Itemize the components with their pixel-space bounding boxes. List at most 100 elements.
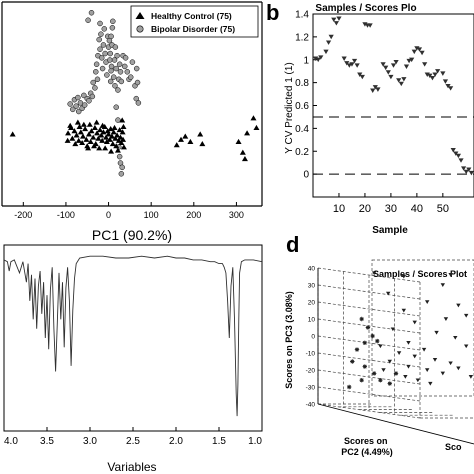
point-bipolar [135, 100, 142, 106]
point-bipolar [94, 76, 101, 83]
point-sample [380, 62, 386, 67]
point-healthy [93, 119, 100, 125]
point-healthy [77, 129, 84, 135]
point-3d [396, 351, 402, 355]
point-sample [325, 40, 332, 45]
point-healthy [118, 139, 125, 146]
point-healthy [99, 137, 106, 143]
point-bipolar [75, 108, 82, 115]
point-3d [412, 354, 417, 359]
point-3d [381, 368, 386, 372]
point-bipolar [97, 46, 103, 52]
point-healthy [114, 132, 121, 138]
point-healthy [105, 131, 112, 137]
panel-c-spectrum: 4.0 3.5 3.0 2.5 2.0 1.5 1.0 Variables [3, 244, 263, 474]
point-sample [435, 69, 441, 74]
y-tick-label-d: 30 [308, 283, 316, 290]
point-3d [390, 327, 396, 332]
point-sample [458, 158, 464, 163]
point-bipolar [119, 164, 125, 171]
point-sample [419, 50, 425, 56]
point-healthy [120, 123, 127, 129]
point-bipolar [117, 69, 124, 75]
point-healthy [253, 124, 260, 131]
point-bipolar [112, 82, 118, 89]
point-3d-star [365, 325, 371, 330]
spectrum-line [3, 255, 263, 417]
legend-marker-healthy [135, 12, 145, 19]
point-bipolar [104, 72, 110, 78]
point-healthy [113, 143, 120, 149]
point-sample [372, 85, 378, 90]
point-healthy [9, 131, 16, 137]
chart-title-d: Samples / Scores Plot [373, 269, 467, 279]
y-tick-label-d: -30 [306, 385, 316, 392]
point-sample [461, 166, 467, 171]
point-sample [468, 170, 474, 176]
point-bipolar [118, 171, 125, 177]
y-tick-label-b: 0.2 [295, 147, 309, 158]
point-bipolar [88, 9, 95, 16]
point-healthy [85, 131, 92, 137]
point-healthy [98, 132, 105, 138]
point-healthy [108, 148, 115, 154]
point-sample [333, 21, 339, 26]
point-healthy [65, 130, 72, 136]
y-axis-label-b: Y CV Predicted 1 (1) [284, 62, 295, 154]
point-healthy [64, 137, 71, 143]
point-sample [385, 70, 391, 75]
panel-a-pca-scatter: -200 -100 0 100 200 300 Healthy Control (75) … [1, 1, 263, 243]
x-tick-label-a: -100 [57, 210, 75, 220]
point-healthy [106, 136, 113, 142]
x-tick-label-c: 3.5 [40, 436, 54, 447]
point-3d [428, 381, 433, 386]
point-bipolar [108, 63, 115, 70]
x-tick-label-c: 2.0 [169, 436, 183, 447]
point-healthy [199, 141, 206, 147]
point-bipolar [93, 61, 100, 68]
point-3d [443, 317, 449, 321]
y-tick-label-b: 0.6 [295, 101, 309, 112]
y-tick-label-d: 0 [311, 334, 315, 341]
point-3d [432, 358, 438, 362]
point-3d [406, 364, 411, 369]
point-bipolar [98, 31, 104, 37]
point-sample [323, 49, 329, 55]
point-healthy [119, 117, 126, 123]
point-healthy [187, 138, 194, 144]
point-healthy [120, 144, 127, 150]
point-sample [432, 72, 438, 77]
point-healthy [82, 125, 89, 132]
x-tick-label-b: 30 [385, 203, 397, 215]
point-sample [442, 79, 449, 84]
point-3d-star [362, 364, 367, 369]
point-3d [434, 330, 439, 335]
point-sample [375, 87, 381, 92]
point-sample [331, 17, 337, 23]
point-3d [464, 344, 469, 349]
point-bipolar [100, 42, 107, 48]
point-3d [421, 347, 427, 352]
x-tick-label-c: 1.5 [212, 436, 226, 447]
point-healthy [114, 147, 121, 153]
x-tick-label-a: -200 [14, 210, 32, 220]
legend-label-bipolar: Bipolar Disorder (75) [151, 24, 235, 34]
point-bipolar [134, 79, 141, 86]
point-3d [371, 271, 377, 276]
point-sample [315, 57, 321, 63]
point-3d [453, 335, 458, 340]
point-bipolar [112, 44, 119, 50]
point-3d [440, 371, 445, 376]
point-bipolar [92, 85, 98, 91]
x-tick-label-a: 300 [229, 210, 244, 220]
point-bipolar [89, 93, 96, 100]
point-sample [409, 57, 415, 63]
y-tick-label-d: -40 [306, 402, 316, 409]
point-sample [445, 83, 451, 89]
point-sample [344, 61, 350, 66]
point-healthy [95, 135, 102, 141]
x-tick-label-a: 100 [144, 210, 159, 220]
point-3d-star [370, 333, 375, 339]
point-bipolar [75, 94, 81, 101]
